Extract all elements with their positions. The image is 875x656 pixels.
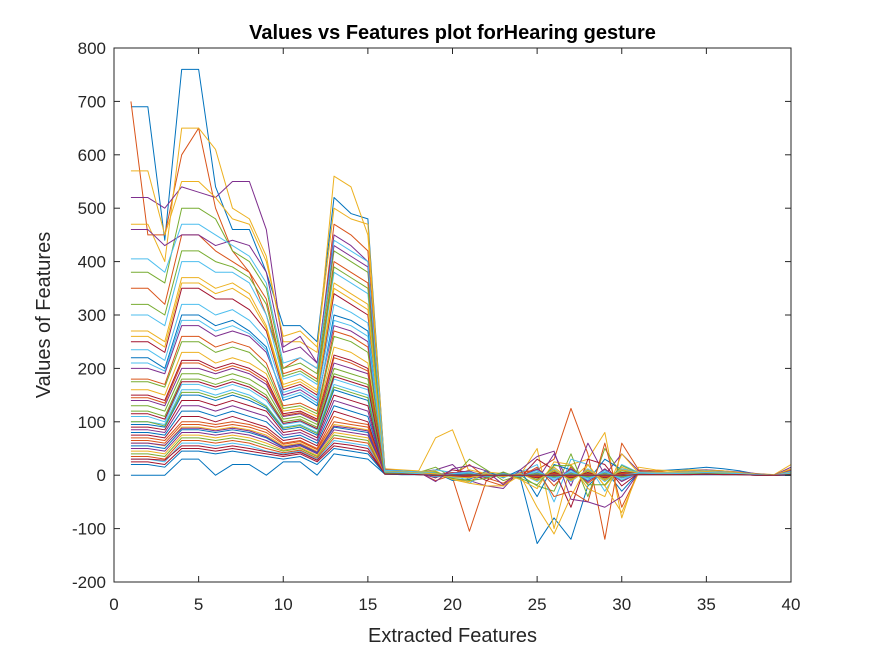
x-tick-label: 15 [358, 595, 377, 614]
x-tick-label: 10 [274, 595, 293, 614]
series-line-31 [130, 170, 791, 535]
plot-area [114, 48, 791, 582]
y-tick-label: 800 [78, 39, 106, 58]
y-tick-label: 600 [78, 146, 106, 165]
x-tick-label: 0 [109, 595, 118, 614]
y-tick-label: 300 [78, 306, 106, 325]
y-tick-label: 0 [97, 466, 106, 485]
y-tick-label: -200 [72, 573, 106, 592]
x-tick-label: 35 [697, 595, 716, 614]
series-line-45 [130, 282, 791, 482]
x-axis-label: Extracted Features [368, 625, 537, 647]
series-line-49 [130, 442, 791, 476]
x-tick-label: 20 [443, 595, 462, 614]
y-tick-label: 400 [78, 253, 106, 272]
series-lines [130, 68, 791, 545]
x-tick-label: 30 [612, 595, 631, 614]
x-tick-label: 5 [194, 595, 203, 614]
y-tick-label: -100 [72, 520, 106, 539]
chart-title: Values vs Features plot forHearing gestu… [249, 22, 656, 44]
y-tick-label: 500 [78, 199, 106, 218]
series-line-41 [130, 223, 791, 483]
x-tick-label: 40 [782, 595, 801, 614]
y-tick-label: 200 [78, 359, 106, 378]
x-tick-label: 25 [528, 595, 547, 614]
axis-ticks: 0 5 10 15 20 25 30 35 40 -200 -100 0 100 200 300 400 500… [72, 39, 800, 614]
y-tick-label: 100 [78, 413, 106, 432]
y-tick-label: 700 [78, 92, 106, 111]
y-axis-label: Values of Features [33, 232, 55, 398]
series-line-3 [130, 127, 791, 530]
